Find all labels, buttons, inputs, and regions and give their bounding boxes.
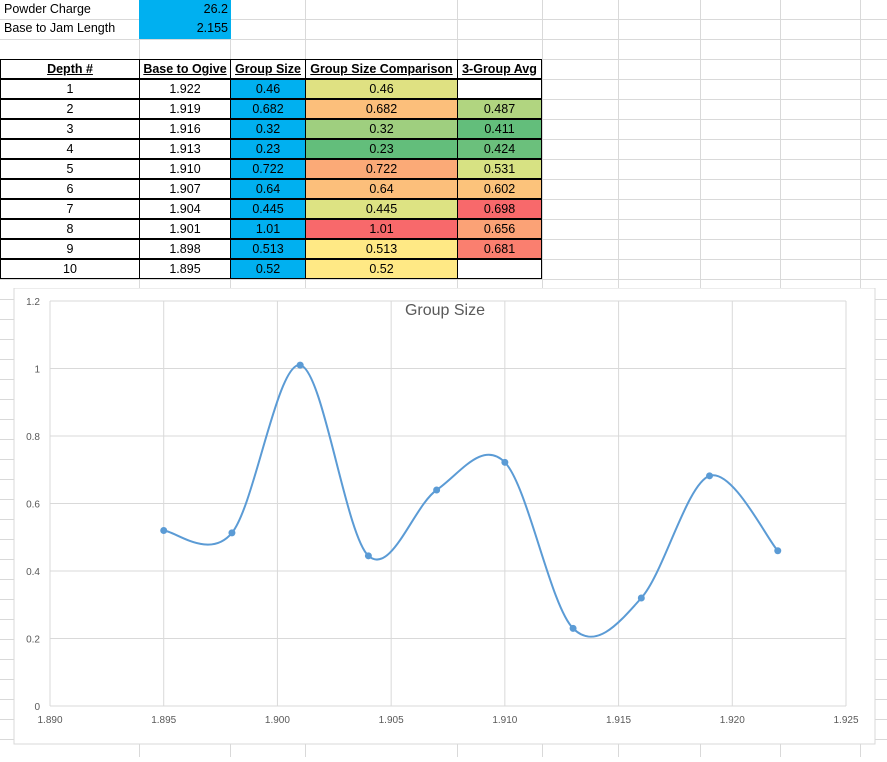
x-tick-label: 1.925 [833, 715, 858, 726]
cell-group-size[interactable]: 0.64 [230, 179, 306, 199]
cell-group-size[interactable]: 0.445 [230, 199, 306, 219]
cell-3-group-avg[interactable]: 0.698 [457, 199, 542, 219]
data-point[interactable] [774, 547, 782, 555]
cell-3-group-avg[interactable]: 0.487 [457, 99, 542, 119]
cell-group-size-comparison[interactable]: 0.52 [305, 259, 458, 279]
chart-svg: 0 0.2 0.4 0.6 0.8 1 1.2 1.890 1.895 1.900 1.905 1.… [13, 287, 876, 745]
cell-group-size[interactable]: 0.513 [230, 239, 306, 259]
data-point[interactable] [706, 472, 714, 480]
cell-3-group-avg[interactable]: 0.531 [457, 159, 542, 179]
cell-3-group-avg[interactable]: 0.656 [457, 219, 542, 239]
cell-base-to-ogive[interactable]: 1.922 [139, 79, 231, 99]
cell-depth[interactable]: 1 [0, 79, 140, 99]
grid-row-line [0, 279, 887, 280]
grid-row-line [0, 19, 887, 20]
data-point[interactable] [228, 529, 236, 537]
cell-depth[interactable]: 9 [0, 239, 140, 259]
data-point[interactable] [364, 552, 372, 560]
x-tick-label: 1.910 [492, 715, 517, 726]
cell-group-size[interactable]: 0.52 [230, 259, 306, 279]
y-tick-label: 0 [34, 702, 40, 713]
header-3-group-avg[interactable]: 3-Group Avg [457, 59, 542, 79]
chart-title: Group Size [405, 302, 485, 319]
y-tick-label: 1.2 [26, 297, 40, 308]
cell-depth[interactable]: 4 [0, 139, 140, 159]
grid-row-line [0, 39, 887, 40]
cell-depth[interactable]: 6 [0, 179, 140, 199]
cell-depth[interactable]: 2 [0, 99, 140, 119]
y-tick-label: 0.2 [26, 635, 40, 646]
header-depth[interactable]: Depth # [0, 59, 140, 79]
cell-group-size[interactable]: 0.32 [230, 119, 306, 139]
cell-group-size-comparison[interactable]: 0.46 [305, 79, 458, 99]
y-tick-label: 0.8 [26, 432, 40, 443]
header-group-size[interactable]: Group Size [230, 59, 306, 79]
cell-base-to-ogive[interactable]: 1.895 [139, 259, 231, 279]
cell-depth[interactable]: 7 [0, 199, 140, 219]
data-point[interactable] [501, 458, 509, 466]
x-tick-label: 1.920 [720, 715, 745, 726]
cell-base-to-ogive[interactable]: 1.910 [139, 159, 231, 179]
cell-3-group-avg[interactable]: 0.411 [457, 119, 542, 139]
cell-depth[interactable]: 10 [0, 259, 140, 279]
cell-base-to-ogive[interactable]: 1.907 [139, 179, 231, 199]
cell-group-size-comparison[interactable]: 0.722 [305, 159, 458, 179]
cell-3-group-avg[interactable] [457, 79, 542, 99]
cell-group-size[interactable]: 0.23 [230, 139, 306, 159]
base-to-jam-value[interactable]: 2.155 [139, 19, 231, 39]
powder-charge-value[interactable]: 26.2 [139, 0, 231, 20]
cell-group-size-comparison[interactable]: 0.64 [305, 179, 458, 199]
cell-base-to-ogive[interactable]: 1.916 [139, 119, 231, 139]
header-base-to-ogive[interactable]: Base to Ogive [139, 59, 231, 79]
data-point[interactable] [569, 624, 577, 632]
y-tick-label: 1 [34, 365, 40, 376]
cell-group-size[interactable]: 1.01 [230, 219, 306, 239]
cell-group-size-comparison[interactable]: 0.445 [305, 199, 458, 219]
cell-group-size-comparison[interactable]: 0.23 [305, 139, 458, 159]
data-point[interactable] [296, 361, 304, 369]
group-size-chart[interactable]: 0 0.2 0.4 0.6 0.8 1 1.2 1.890 1.895 1.900 1.905 1.… [0, 287, 887, 757]
data-point[interactable] [637, 594, 645, 602]
cell-group-size-comparison[interactable]: 0.682 [305, 99, 458, 119]
data-point[interactable] [160, 527, 168, 534]
cell-group-size-comparison[interactable]: 1.01 [305, 219, 458, 239]
x-tick-label: 1.895 [151, 715, 176, 726]
cell-group-size[interactable]: 0.722 [230, 159, 306, 179]
x-tick-label: 1.915 [606, 715, 631, 726]
plot-area-frame [13, 287, 876, 745]
y-tick-label: 0.4 [26, 567, 40, 578]
cell-group-size-comparison[interactable]: 0.513 [305, 239, 458, 259]
x-tick-label: 1.900 [265, 715, 290, 726]
cell-3-group-avg[interactable]: 0.424 [457, 139, 542, 159]
powder-charge-label[interactable]: Powder Charge [4, 2, 91, 16]
x-tick-label: 1.905 [379, 715, 404, 726]
series-line [163, 364, 779, 638]
y-tick-label: 0.6 [26, 500, 40, 511]
data-point[interactable] [433, 486, 441, 494]
cell-group-size[interactable]: 0.46 [230, 79, 306, 99]
cell-base-to-ogive[interactable]: 1.901 [139, 219, 231, 239]
cell-depth[interactable]: 3 [0, 119, 140, 139]
cell-base-to-ogive[interactable]: 1.913 [139, 139, 231, 159]
cell-depth[interactable]: 8 [0, 219, 140, 239]
x-tick-label: 1.890 [37, 715, 62, 726]
header-group-size-comparison[interactable]: Group Size Comparison [305, 59, 458, 79]
cell-base-to-ogive[interactable]: 1.919 [139, 99, 231, 119]
cell-base-to-ogive[interactable]: 1.904 [139, 199, 231, 219]
base-to-jam-label[interactable]: Base to Jam Length [4, 21, 116, 35]
cell-group-size-comparison[interactable]: 0.32 [305, 119, 458, 139]
cell-3-group-avg[interactable]: 0.681 [457, 239, 542, 259]
cell-3-group-avg[interactable]: 0.602 [457, 179, 542, 199]
cell-base-to-ogive[interactable]: 1.898 [139, 239, 231, 259]
cell-group-size[interactable]: 0.682 [230, 99, 306, 119]
cell-depth[interactable]: 5 [0, 159, 140, 179]
cell-3-group-avg[interactable] [457, 259, 542, 279]
